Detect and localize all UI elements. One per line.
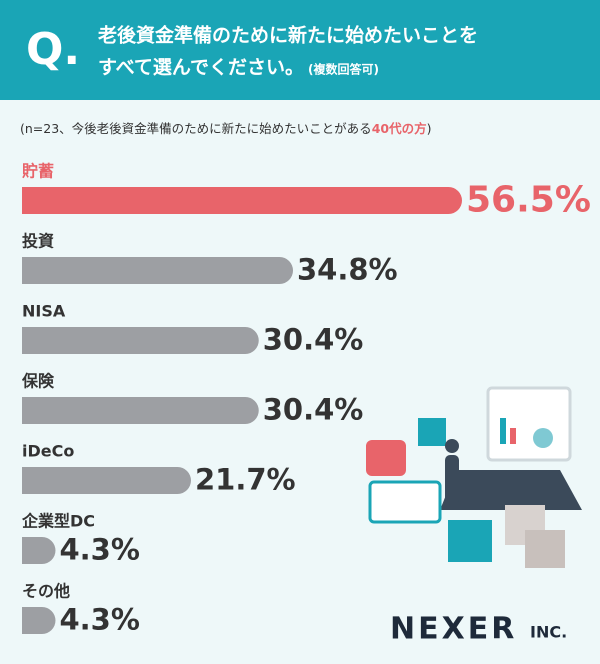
chart-title: すべて選んでください。 [98,57,304,79]
keyboard [440,470,582,510]
category-label: 保険 [21,372,55,391]
icon [533,428,553,448]
icon [366,440,406,476]
icon [510,428,516,444]
category-label: 企業型DC [21,512,95,531]
category-label: その他 [22,582,70,601]
header [0,0,600,100]
bar [22,537,56,564]
value-label: 4.3% [59,533,139,567]
tablet [368,480,442,524]
question-mark: Q. [26,24,80,75]
person [445,455,459,505]
value-label: 34.8% [297,253,398,287]
logo: INC. [530,623,567,642]
logo: NEXER [390,612,517,647]
category-label: NISA [22,302,66,321]
bar [22,607,56,634]
subtitle-highlight: 40代の方 [372,121,427,136]
illustration [366,386,582,568]
value-label: 56.5% [466,180,591,221]
chart-title: 老後資金準備のために新たに始めたいことを [98,24,478,47]
subtitle-text: ) [427,121,432,136]
icon [418,418,446,446]
icon [500,418,506,444]
category-label: 貯蓄 [22,162,54,181]
value-label: 4.3% [59,603,139,637]
box [525,530,565,568]
category-label: 投資 [22,232,54,251]
subtitle: (n=23、今後老後資金準備のために新たに始めたいことがある40代の方) [20,121,431,136]
bar [22,327,259,354]
bar [22,257,294,284]
bar [22,187,462,214]
person [445,439,459,453]
value-label: 21.7% [195,463,296,497]
value-label: 30.4% [263,393,364,427]
category-label: iDeCo [22,442,74,461]
bar [22,397,259,424]
value-label: 30.4% [263,323,364,357]
icon [448,520,492,562]
subtitle-text: (n=23、今後老後資金準備のために新たに始めたいことがある [20,121,372,136]
bar [22,467,191,494]
title-note: (複数回答可) [308,62,379,77]
